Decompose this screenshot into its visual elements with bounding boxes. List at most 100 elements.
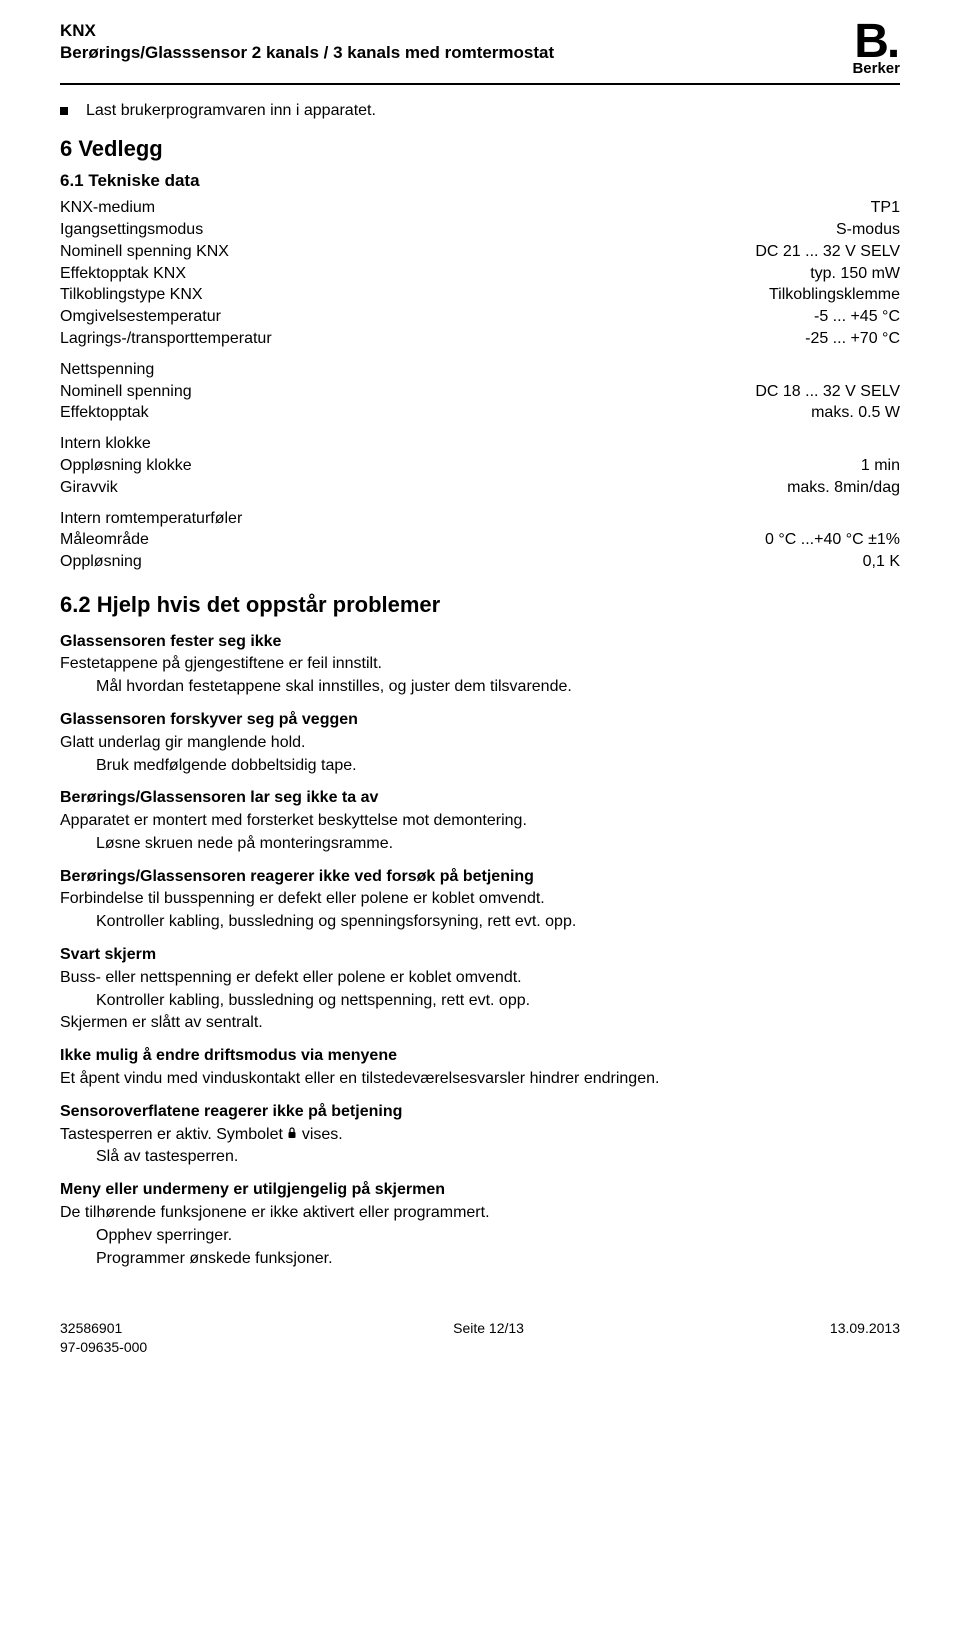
troubleshoot-block: Ikke mulig å endre driftsmodus via menye… <box>60 1046 900 1090</box>
spec-row: Måleområde0 °C ...+40 °C ±1% <box>60 530 900 551</box>
spec-row: Lagrings-/transporttemperatur-25 ... +70… <box>60 329 900 350</box>
footer-code2: 97-09635-000 <box>60 1338 147 1356</box>
text-before: Tastesperren er aktiv. Symbolet <box>60 1126 287 1143</box>
spec-label: Igangsettingsmodus <box>60 220 836 241</box>
spec-group-header: Nettspenning <box>60 360 900 381</box>
spec-group-header: Intern klokke <box>60 434 900 455</box>
spec-label: Intern romtemperaturføler <box>60 509 900 530</box>
block-heading: Svart skjerm <box>60 945 900 966</box>
spec-label: Nettspenning <box>60 360 900 381</box>
spec-label: Nominell spenning <box>60 382 755 403</box>
header-text: KNX Berørings/Glasssensor 2 kanals / 3 k… <box>60 20 832 64</box>
spec-label: Giravvik <box>60 478 787 499</box>
header-line2: Berørings/Glasssensor 2 kanals / 3 kanal… <box>60 42 832 64</box>
block-indent: Kontroller kabling, bussledning og netts… <box>96 991 900 1012</box>
block-line: De tilhørende funksjonene er ikke aktive… <box>60 1203 900 1224</box>
spec-value: Tilkoblingsklemme <box>769 285 900 306</box>
block-line: Apparatet er montert med forsterket besk… <box>60 811 900 832</box>
spec-label: Omgivelsestemperatur <box>60 307 814 328</box>
footer-left: 32586901 97-09635-000 <box>60 1319 147 1355</box>
header-line1: KNX <box>60 20 832 42</box>
block-indent: Opphev sperringer. <box>96 1226 900 1247</box>
spec-label: Effektopptak <box>60 403 811 424</box>
spec-value: DC 18 ... 32 V SELV <box>755 382 900 403</box>
spec-label: Effektopptak KNX <box>60 264 810 285</box>
troubleshoot-block: Berørings/Glassensoren reagerer ikke ved… <box>60 867 900 933</box>
spec-label: Nominell spenning KNX <box>60 242 755 263</box>
troubleshoot-block-menu: Meny eller undermeny er utilgjengelig på… <box>60 1180 900 1269</box>
block-indent: Mål hvordan festetappene skal innstilles… <box>96 677 900 698</box>
troubleshoot-block: Glassensoren fester seg ikke Festetappen… <box>60 632 900 698</box>
spec-label: Oppløsning <box>60 552 863 573</box>
spec-value: 1 min <box>861 456 900 477</box>
troubleshoot-block: Glassensoren forskyver seg på veggen Gla… <box>60 710 900 776</box>
block-heading: Glassensoren fester seg ikke <box>60 632 900 653</box>
block-line: Glatt underlag gir manglende hold. <box>60 733 900 754</box>
spec-row: Oppløsning0,1 K <box>60 552 900 573</box>
spec-row: Effektopptak KNXtyp. 150 mW <box>60 264 900 285</box>
lock-icon <box>287 1125 297 1143</box>
block-indent: Programmer ønskede funksjoner. <box>96 1249 900 1270</box>
block-indent: Bruk medfølgende dobbeltsidig tape. <box>96 756 900 777</box>
footer-date: 13.09.2013 <box>830 1319 900 1355</box>
block-indent: Kontroller kabling, bussledning og spenn… <box>96 912 900 933</box>
spec-row: Nominell spenning KNXDC 21 ... 32 V SELV <box>60 242 900 263</box>
spec-value: typ. 150 mW <box>810 264 900 285</box>
spec-row: Omgivelsestemperatur-5 ... +45 °C <box>60 307 900 328</box>
specs-group-4: Intern romtemperaturføler Måleområde0 °C… <box>60 509 900 573</box>
spec-value: DC 21 ... 32 V SELV <box>755 242 900 263</box>
block-heading: Berørings/Glassensoren lar seg ikke ta a… <box>60 788 900 809</box>
spec-value: S-modus <box>836 220 900 241</box>
block-line: Festetappene på gjengestiftene er feil i… <box>60 654 900 675</box>
spec-row: KNX-mediumTP1 <box>60 198 900 219</box>
footer-code1: 32586901 <box>60 1319 147 1337</box>
spec-label: Intern klokke <box>60 434 900 455</box>
block-line: Tastesperren er aktiv. Symbolet vises. <box>60 1125 900 1146</box>
block-heading: Sensoroverflatene reagerer ikke på betje… <box>60 1102 900 1123</box>
brand-logo: B. Berker <box>852 20 900 79</box>
spec-value: -5 ... +45 °C <box>814 307 900 328</box>
block-after: Skjermen er slått av sentralt. <box>60 1013 900 1034</box>
block-heading: Glassensoren forskyver seg på veggen <box>60 710 900 731</box>
troubleshoot-block: Svart skjerm Buss- eller nettspenning er… <box>60 945 900 1034</box>
specs-group-3: Intern klokke Oppløsning klokke1 min Gir… <box>60 434 900 498</box>
spec-label: Måleområde <box>60 530 765 551</box>
spec-row: Effektopptakmaks. 0.5 W <box>60 403 900 424</box>
spec-value: -25 ... +70 °C <box>805 329 900 350</box>
block-heading: Ikke mulig å endre driftsmodus via menye… <box>60 1046 900 1067</box>
footer-page: Seite 12/13 <box>453 1319 524 1355</box>
spec-value: maks. 8min/dag <box>787 478 900 499</box>
block-line: Forbindelse til busspenning er defekt el… <box>60 889 900 910</box>
bullet-text: Last brukerprogramvaren inn i apparatet. <box>86 101 376 122</box>
spec-group-header: Intern romtemperaturføler <box>60 509 900 530</box>
text-after: vises. <box>302 1126 343 1143</box>
troubleshoot-block-sensor: Sensoroverflatene reagerer ikke på betje… <box>60 1102 900 1168</box>
spec-label: Tilkoblingstype KNX <box>60 285 769 306</box>
section-6-title: 6 Vedlegg <box>60 135 900 164</box>
specs-group-2: Nettspenning Nominell spenningDC 18 ... … <box>60 360 900 424</box>
spec-row: Giravvikmaks. 8min/dag <box>60 478 900 499</box>
spec-row: Tilkoblingstype KNXTilkoblingsklemme <box>60 285 900 306</box>
logo-letter: B. <box>854 20 898 63</box>
bullet-item: Last brukerprogramvaren inn i apparatet. <box>60 101 900 122</box>
spec-label: Lagrings-/transporttemperatur <box>60 329 805 350</box>
spec-value: TP1 <box>871 198 900 219</box>
spec-label: Oppløsning klokke <box>60 456 861 477</box>
block-indent: Slå av tastesperren. <box>96 1147 900 1168</box>
block-line: Buss- eller nettspenning er defekt eller… <box>60 968 900 989</box>
subsection-61-title: 6.1 Tekniske data <box>60 170 900 192</box>
logo-brand: Berker <box>852 59 900 79</box>
block-indent: Løsne skruen nede på monteringsramme. <box>96 834 900 855</box>
spec-value: 0 °C ...+40 °C ±1% <box>765 530 900 551</box>
block-heading: Berørings/Glassensoren reagerer ikke ved… <box>60 867 900 888</box>
spec-row: Nominell spenningDC 18 ... 32 V SELV <box>60 382 900 403</box>
troubleshoot-block: Berørings/Glassensoren lar seg ikke ta a… <box>60 788 900 854</box>
square-bullet-icon <box>60 107 68 115</box>
specs-group-1: KNX-mediumTP1 IgangsettingsmodusS-modus … <box>60 198 900 350</box>
spec-label: KNX-medium <box>60 198 871 219</box>
spec-value: maks. 0.5 W <box>811 403 900 424</box>
block-line: Et åpent vindu med vinduskontakt eller e… <box>60 1069 900 1090</box>
page-footer: 32586901 97-09635-000 Seite 12/13 13.09.… <box>60 1319 900 1355</box>
spec-row: IgangsettingsmodusS-modus <box>60 220 900 241</box>
subsection-62-title: 6.2 Hjelp hvis det oppstår problemer <box>60 591 900 620</box>
